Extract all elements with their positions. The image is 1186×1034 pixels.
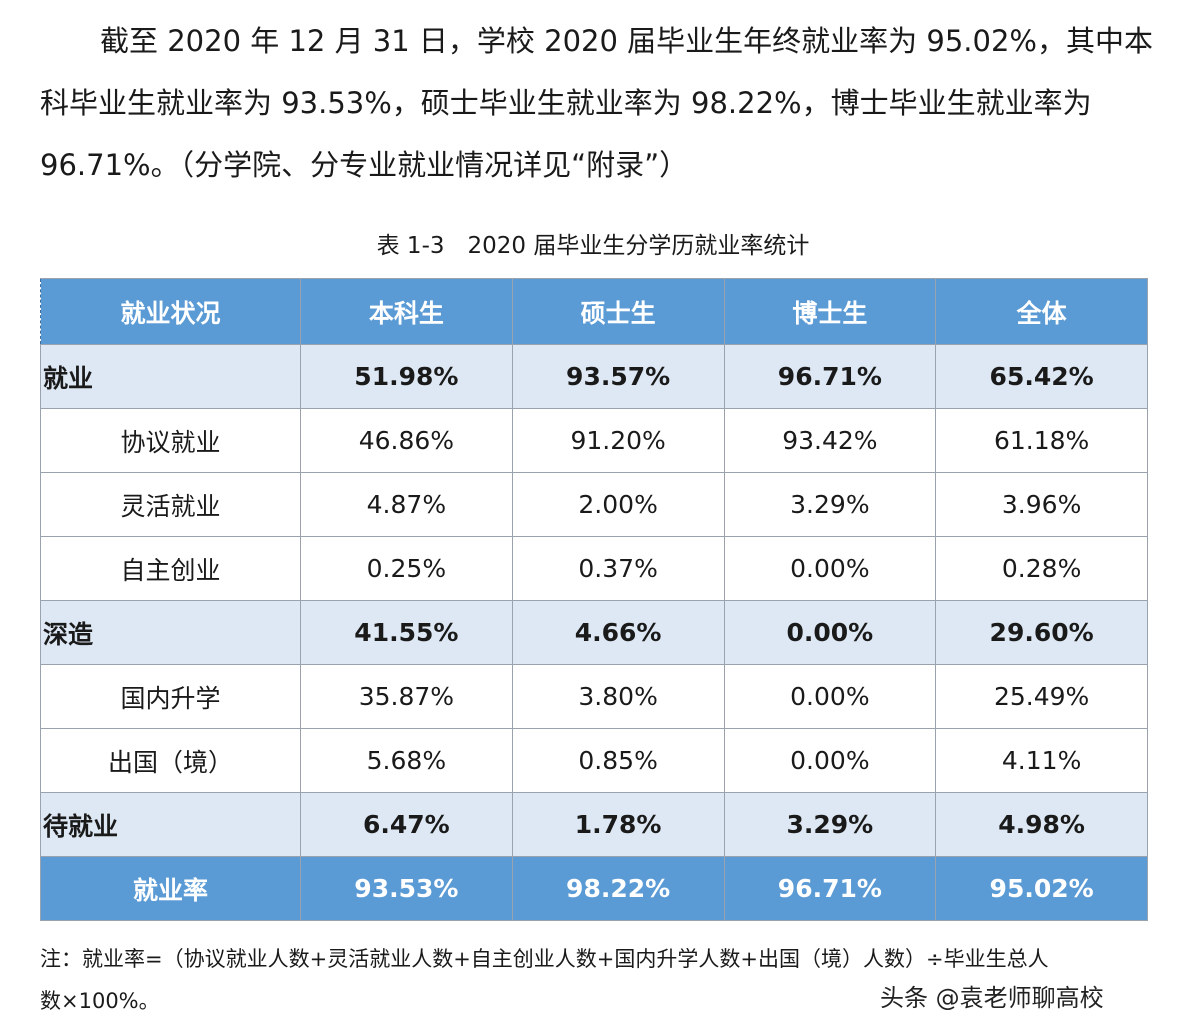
footer-cell: 98.22% [511, 856, 725, 921]
note: 注：就业率=（协议就业人数+灵活就业人数+自主创业人数+国内升学人数+出国（境）… [40, 938, 1049, 1022]
table-row: 灵活就业 4.87% 2.00% 3.29% 3.96% [40, 472, 1148, 537]
note-line: 数×100%。 [40, 989, 160, 1013]
table-cell: 4.11% [935, 728, 1148, 793]
table-cell: 3.80% [511, 664, 725, 729]
table-cell: 协议就业 [40, 408, 301, 473]
table-cell: 0.00% [723, 664, 937, 729]
table-cell: 51.98% [300, 344, 513, 409]
table-cell: 6.47% [300, 792, 513, 857]
table-row: 出国（境） 5.68% 0.85% 0.00% 4.11% [40, 728, 1148, 793]
table-cell: 4.98% [935, 792, 1148, 857]
table-cell: 5.68% [300, 728, 513, 793]
table-cell: 0.25% [300, 536, 513, 601]
table-caption: 表 1-3 2020 届毕业生分学历就业率统计 [376, 233, 810, 259]
table-cell: 灵活就业 [40, 472, 301, 537]
table-cell: 0.00% [723, 728, 937, 793]
table-footer: 就业率 93.53% 98.22% 96.71% 95.02% [40, 856, 1148, 921]
table-cell: 0.00% [723, 600, 937, 665]
table-cell: 3.96% [935, 472, 1148, 537]
table-cell: 93.57% [511, 344, 725, 409]
footer-cell: 95.02% [935, 856, 1148, 921]
table-cell: 4.66% [511, 600, 725, 665]
note-line: 注：就业率=（协议就业人数+灵活就业人数+自主创业人数+国内升学人数+出国（境）… [40, 947, 1049, 971]
paragraph-line: 截至 2020 年 12 月 31 日，学校 2020 届毕业生年终就业率为 9… [100, 24, 1153, 58]
table-cell: 96.71% [723, 344, 937, 409]
table-cell: 0.00% [723, 536, 937, 601]
table-cell: 46.86% [300, 408, 513, 473]
table-row: 国内升学 35.87% 3.80% 0.00% 25.49% [40, 664, 1148, 729]
table-cell: 4.87% [300, 472, 513, 537]
footer-cell: 就业率 [40, 856, 301, 921]
table-cell: 自主创业 [40, 536, 301, 601]
table-cell: 3.29% [723, 472, 937, 537]
table-header: 就业状况 本科生 硕士生 博士生 全体 [40, 278, 1148, 345]
paragraph-line: 96.71%。（分学院、分专业就业情况详见“附录”） [40, 148, 689, 182]
table-cell: 29.60% [935, 600, 1148, 665]
table-row: 深造 41.55% 4.66% 0.00% 29.60% [40, 600, 1148, 665]
watermark: 头条 @袁老师聊高校 [880, 984, 1104, 1012]
header-cell: 本科生 [300, 278, 513, 345]
footer-cell: 96.71% [723, 856, 937, 921]
table-row: 就业 51.98% 93.57% 96.71% 65.42% [40, 344, 1148, 409]
paragraph-line: 科毕业生就业率为 93.53%，硕士毕业生就业率为 98.22%，博士毕业生就业… [40, 86, 1092, 120]
table-cell: 就业 [40, 344, 301, 409]
table-cell: 2.00% [511, 472, 725, 537]
table-cell: 深造 [40, 600, 301, 665]
table: 就业状况 本科生 硕士生 博士生 全体 就业 51.98% 93.57% 96.71% 65.4… [40, 278, 1148, 921]
table-cell: 0.28% [935, 536, 1148, 601]
header-cell: 博士生 [723, 278, 937, 345]
table-cell: 出国（境） [40, 728, 301, 793]
header-row: 就业状况 本科生 硕士生 博士生 全体 [40, 278, 1148, 345]
table-cell: 91.20% [511, 408, 725, 473]
table-cell: 93.42% [723, 408, 937, 473]
footer-cell: 93.53% [300, 856, 513, 921]
table-cell: 41.55% [300, 600, 513, 665]
table-cell: 待就业 [40, 792, 301, 857]
table-row: 待就业 6.47% 1.78% 3.29% 4.98% [40, 792, 1148, 857]
table-row: 协议就业 46.86% 91.20% 93.42% 61.18% [40, 408, 1148, 473]
table-cell: 0.85% [511, 728, 725, 793]
footer-row: 就业率 93.53% 98.22% 96.71% 95.02% [40, 856, 1148, 921]
paragraph: 截至 2020 年 12 月 31 日，学校 2020 届毕业生年终就业率为 9… [40, 10, 1153, 196]
header-cell: 就业状况 [40, 278, 301, 345]
table-cell: 1.78% [511, 792, 725, 857]
table-cell: 3.29% [723, 792, 937, 857]
header-cell: 全体 [935, 278, 1148, 345]
table-cell: 65.42% [935, 344, 1148, 409]
table-cell: 35.87% [300, 664, 513, 729]
table-cell: 国内升学 [40, 664, 301, 729]
table-cell: 0.37% [511, 536, 725, 601]
header-cell: 硕士生 [511, 278, 725, 345]
table-cell: 25.49% [935, 664, 1148, 729]
table-row: 自主创业 0.25% 0.37% 0.00% 0.28% [40, 536, 1148, 601]
table-cell: 61.18% [935, 408, 1148, 473]
table-body: 就业 51.98% 93.57% 96.71% 65.42% 协议就业 46.86% 91.2… [40, 344, 1148, 857]
